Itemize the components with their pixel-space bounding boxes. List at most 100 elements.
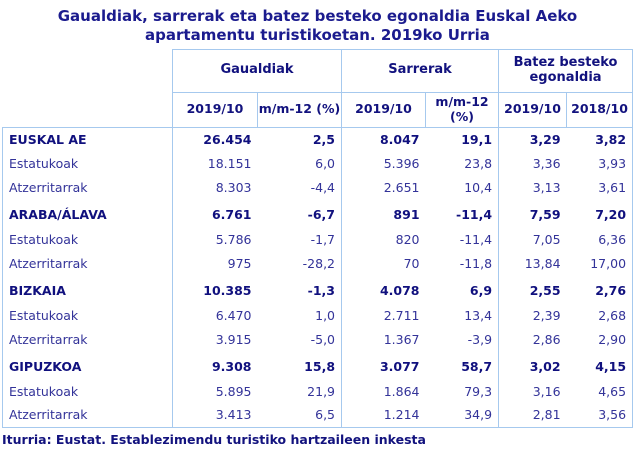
cell: 58,7 [461,359,493,374]
row-label: Estatukoak [2,303,173,327]
cell: 23,8 [464,155,493,171]
source-note: Iturria: Eustat. Establezimendu turistik… [2,431,426,447]
cell: 19,1 [461,131,493,147]
table-row: EUSKAL AE 26.454 2,5 8.047 19,1 3,29 3,8… [2,127,634,151]
cell: 891 [341,199,426,227]
cell: 8.047 [341,127,426,151]
cell: 3.077 [341,351,426,379]
cell: 3,02 [498,351,567,379]
cell: 6,36 [566,227,634,251]
group-header-row: Gaualdiak Sarrerak Batez besteko egonald… [2,48,634,128]
table-row: GIPUZKOA 9.308 15,8 3.077 58,7 3,02 4,15 [2,351,634,379]
statistics-figure: Gaualdiak, sarrerak eta batez besteko eg… [0,7,635,461]
row-label: Atzerritarrak [2,175,173,199]
cell: 9.308 [172,351,258,379]
table-row: Atzerritarrak 975 -28,2 70 -11,8 13,84 1… [2,251,634,275]
cell: 4,15 [566,351,634,379]
cell: -11,4 [459,231,493,247]
cell: -11,8 [459,255,493,271]
cell: 2,76 [566,275,634,303]
cell: 6,5 [257,403,342,428]
cell: 2,39 [498,303,567,327]
row-label: ARABA/ÁLAVA [2,199,173,227]
cell: 5.396 [341,151,426,175]
row-label: GIPUZKOA [2,351,173,379]
cell: 26.454 [172,127,258,151]
corner-cell [2,49,173,128]
cell: 18.151 [172,151,258,175]
cell: -28,2 [302,255,336,271]
cell: 820 [341,227,426,251]
cell: 3,16 [498,379,567,403]
cell: 13,84 [498,251,567,275]
cell: 5.895 [172,379,258,403]
cell: 3.915 [172,327,258,351]
cell: 8.303 [172,175,258,199]
cell: -5,0 [310,331,336,347]
cell: 1.214 [341,403,426,428]
cell: -3,9 [467,331,493,347]
table-row: Atzerritarrak 3.413 6,5 1.214 34,9 2,81 … [2,403,634,428]
col-header: 2019/10 [498,92,568,128]
cell: 7,20 [566,199,634,227]
cell: 3,93 [566,151,634,175]
cell: 15,8 [304,359,336,374]
cell: 2,81 [498,403,567,428]
cell: -6,7 [307,207,336,222]
cell: 10.385 [172,275,258,303]
table-row: ARABA/ÁLAVA 6.761 -6,7 891 -11,4 7,59 7,… [2,199,634,227]
table-row: Atzerritarrak 3.915 -5,0 1.367 -3,9 2,86… [2,327,634,351]
cell: 1.864 [341,379,426,403]
table-row: Estatukoak 18.151 6,0 5.396 23,8 3,36 3,… [2,151,634,175]
cell: -1,7 [310,231,336,247]
chart-title: Gaualdiak, sarrerak eta batez besteko eg… [57,7,578,44]
sub-header-row: 2019/10 m/m-12 (%) 2019/10 m/m-12 (%) 20… [3,92,634,128]
cell: 3.413 [172,403,258,428]
cell: 7,05 [498,227,567,251]
group-header-gaualdiak: Gaualdiak [171,48,343,93]
cell: 10,4 [464,179,493,195]
cell: 6.470 [172,303,258,327]
cell: 2,55 [498,275,567,303]
col-header: 2018/10 [566,92,634,128]
cell: 3,61 [566,175,634,199]
cell: -11,4 [456,207,493,222]
cell: 7,59 [498,199,567,227]
cell: 3,82 [566,127,634,151]
cell: 2,5 [312,131,336,147]
row-label: Estatukoak [2,151,173,175]
cell: -1,3 [307,283,336,298]
cell: 2,86 [498,327,567,351]
cell: 4.078 [341,275,426,303]
table-row: Estatukoak 5.786 -1,7 820 -11,4 7,05 6,3… [2,227,634,251]
table-row: BIZKAIA 10.385 -1,3 4.078 6,9 2,55 2,76 [2,275,634,303]
col-header: m/m-12 (%) [256,92,343,128]
cell: 34,9 [425,403,499,428]
cell: 79,3 [464,383,493,399]
table-row: Atzerritarrak 8.303 -4,4 2.651 10,4 3,13… [2,175,634,199]
cell: 6,0 [315,155,336,171]
group-header-sarrerak: Sarrerak [341,48,500,93]
cell: 1.367 [341,327,426,351]
row-label: Atzerritarrak [2,403,173,428]
cell: 975 [172,251,258,275]
cell: 1,0 [315,307,336,323]
cell: 3,56 [566,403,634,428]
row-label: EUSKAL AE [2,127,173,151]
cell: 2,68 [566,303,634,327]
row-label: Estatukoak [2,227,173,251]
row-label: Atzerritarrak [2,251,173,275]
cell: 3,13 [498,175,567,199]
cell: 70 [341,251,426,275]
cell: 21,9 [307,383,336,399]
cell: 3,36 [498,151,567,175]
col-header: m/m-12 (%) [425,92,500,128]
cell: 6,9 [469,283,493,298]
group-header-batez-besteko: Batez besteko egonaldia [498,48,634,93]
col-header: 2019/10 [341,92,427,128]
cell: 2,90 [566,327,634,351]
cell: 5.786 [172,227,258,251]
cell: 6.761 [172,199,258,227]
cell: 13,4 [464,307,493,323]
cell: 2.651 [341,175,426,199]
